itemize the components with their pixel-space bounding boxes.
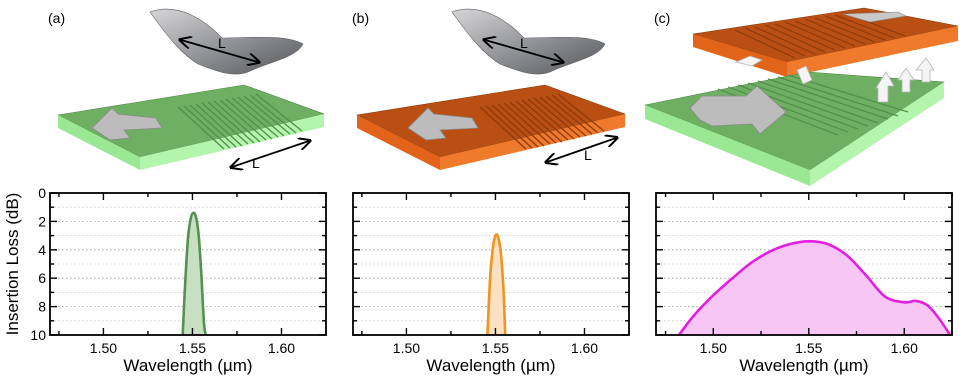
panel-letter-b: (b): [352, 10, 369, 26]
grating-teeth-b: [479, 93, 605, 150]
x-tick-label: 1.60: [891, 340, 918, 356]
grating-length-label-b: L: [584, 147, 592, 163]
blob-length-arrow-b: [485, 40, 562, 62]
grating-length-label-a: L: [252, 155, 260, 171]
x-ticks-c: 1.50 1.55 1.60: [664, 193, 953, 356]
x-axis-title-a: Wavelength (µm): [123, 356, 252, 375]
series-line-c: [677, 239, 952, 336]
panel-letter-c: (c): [654, 10, 670, 26]
y-tick-label: 8: [38, 299, 46, 315]
blob-length-label-b: L: [520, 35, 528, 51]
panel-letter-a: (a): [48, 10, 65, 26]
y-tick-label: 6: [38, 270, 46, 286]
grating-length-arrow-b: [547, 138, 616, 162]
x-tick-label: 1.55: [179, 340, 206, 356]
bottom-green-grating-c: [643, 71, 945, 186]
x-axis-title-c: Wavelength (µm): [739, 356, 868, 375]
chart-c: 1.50 1.55 1.60 Wavelength (µm): [655, 192, 953, 375]
coupling-arrows-c: [734, 55, 935, 103]
optical-mode-blob-b: [451, 8, 606, 75]
blob-length-arrow-a: [181, 40, 258, 62]
x-axis-title-b: Wavelength (µm): [426, 356, 555, 375]
light-direction-arrow-a: [91, 107, 163, 141]
x-tick-label: 1.50: [90, 340, 117, 356]
x-ticks-b: 1.50 1.55 1.60: [361, 193, 630, 356]
grating-teeth-a: [177, 93, 303, 150]
x-tick-label: 1.50: [393, 340, 420, 356]
x-tick-label: 1.55: [795, 340, 822, 356]
y-ticks-c: [656, 192, 952, 336]
y-ticks-a: 0 2 4 6 8 10: [30, 185, 326, 343]
series-area-c: [678, 241, 951, 335]
top-orange-grating-c: [692, 7, 959, 77]
y-tick-label: 4: [38, 242, 46, 258]
x-tick-label: 1.55: [482, 340, 509, 356]
y-axis-title-a: Insertion Loss (dB): [3, 193, 22, 336]
y-tick-label: 10: [30, 327, 46, 343]
illustration-b: (b) L L: [352, 8, 627, 170]
y-tick-label: 0: [38, 185, 46, 201]
x-tick-label: 1.60: [571, 340, 598, 356]
illustration-a: (a) L L: [48, 8, 326, 171]
y-ticks-b: [353, 192, 629, 336]
light-direction-arrow-b: [407, 107, 479, 141]
series-line-b: [486, 233, 507, 336]
y-tick-label: 2: [38, 213, 46, 229]
chart-a: 1.50 1.55 1.60 0 2 4 6 8 10 Wavelength (µm) Ins…: [3, 185, 327, 375]
series-line-a: [181, 211, 208, 336]
x-ticks-a: 1.50 1.55 1.60: [58, 193, 327, 356]
x-tick-label: 1.50: [700, 340, 727, 356]
grating-length-arrow-a: [232, 141, 309, 167]
optical-mode-blob-a: [149, 8, 304, 75]
x-tick-label: 1.60: [268, 340, 295, 356]
illustration-c: (c): [643, 7, 959, 186]
chart-b: 1.50 1.55 1.60 Wavelength (µm): [352, 192, 630, 375]
light-direction-arrow-c: [689, 85, 787, 135]
blob-length-label-a: L: [218, 35, 226, 51]
